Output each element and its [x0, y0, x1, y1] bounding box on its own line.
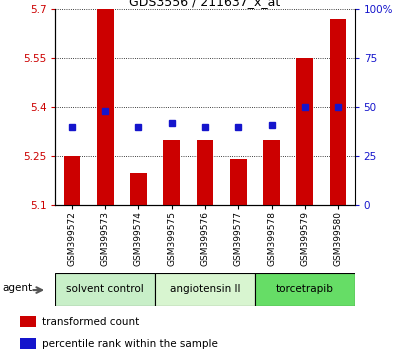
- Text: angiotensin II: angiotensin II: [169, 284, 240, 295]
- Bar: [63, 156, 80, 205]
- Bar: [254, 273, 354, 306]
- Bar: [296, 58, 312, 205]
- Text: transformed count: transformed count: [42, 316, 139, 326]
- Text: torcetrapib: torcetrapib: [275, 284, 333, 295]
- Bar: [20, 316, 36, 327]
- Bar: [20, 338, 36, 349]
- Bar: [130, 172, 146, 205]
- Bar: [329, 19, 346, 205]
- Bar: [229, 159, 246, 205]
- Bar: [163, 140, 180, 205]
- Bar: [55, 273, 155, 306]
- Bar: [263, 140, 279, 205]
- Bar: [196, 140, 213, 205]
- Title: GDS3556 / 211637_x_at: GDS3556 / 211637_x_at: [129, 0, 280, 8]
- Text: solvent control: solvent control: [66, 284, 144, 295]
- Text: agent: agent: [3, 283, 33, 293]
- Text: percentile rank within the sample: percentile rank within the sample: [42, 339, 217, 349]
- Bar: [97, 9, 113, 205]
- Bar: [155, 273, 254, 306]
